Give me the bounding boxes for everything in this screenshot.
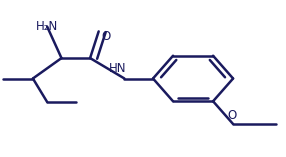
Text: O: O bbox=[227, 109, 236, 122]
Text: HN: HN bbox=[109, 62, 127, 75]
Text: H₂N: H₂N bbox=[36, 20, 58, 33]
Text: O: O bbox=[101, 30, 110, 43]
